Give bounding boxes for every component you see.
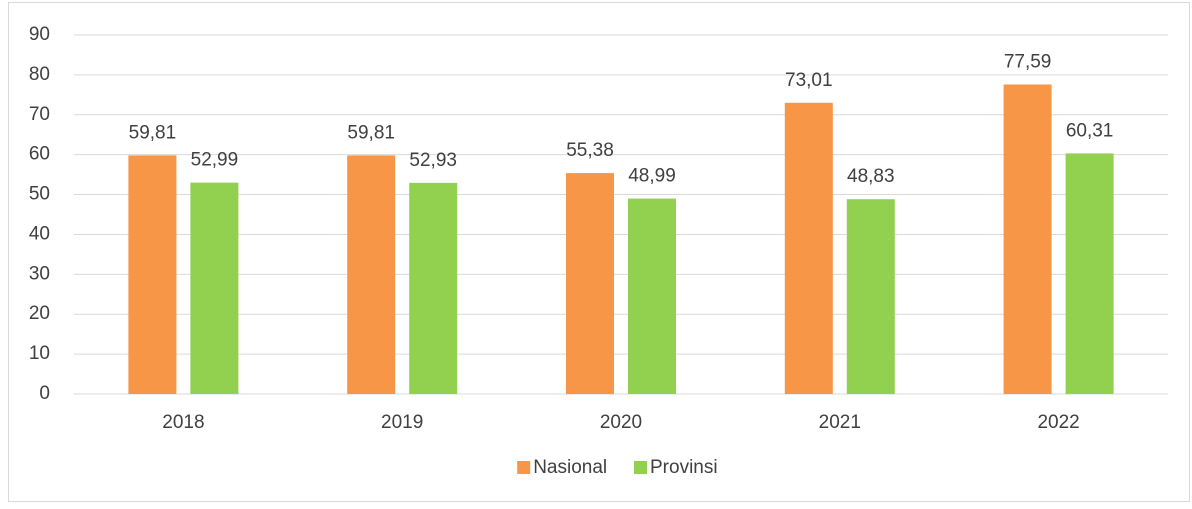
y-tick-label: 90 <box>29 24 50 45</box>
data-label: 48,83 <box>847 166 895 187</box>
data-label: 55,38 <box>566 140 614 161</box>
data-label: 52,93 <box>409 150 457 171</box>
bar <box>1003 84 1052 395</box>
bar <box>347 155 396 394</box>
legend-swatch <box>634 461 647 474</box>
bar <box>190 182 239 394</box>
y-tick-label: 50 <box>29 184 50 205</box>
y-tick-label: 40 <box>29 223 50 244</box>
bar <box>784 102 833 394</box>
y-tick-label: 70 <box>29 104 50 125</box>
y-tick-label: 0 <box>39 383 50 404</box>
bar <box>409 182 458 394</box>
x-tick-label: 2019 <box>381 412 423 433</box>
data-label: 59,81 <box>347 122 395 143</box>
data-label: 77,59 <box>1004 52 1052 73</box>
data-label: 60,31 <box>1066 120 1114 141</box>
y-tick-label: 10 <box>29 343 50 364</box>
data-label: 73,01 <box>785 70 833 91</box>
x-tick-label: 2018 <box>162 412 204 433</box>
data-label: 48,99 <box>628 166 676 187</box>
y-tick-label: 30 <box>29 263 50 284</box>
legend-swatch <box>517 461 531 474</box>
legend-label: Nasional <box>533 457 607 478</box>
data-label: 52,99 <box>191 150 239 171</box>
y-tick-label: 80 <box>29 64 50 85</box>
y-tick-label: 20 <box>29 303 50 324</box>
x-tick-label: 2021 <box>819 412 861 433</box>
y-tick-label: 60 <box>29 144 50 165</box>
bar <box>128 155 177 394</box>
bar <box>628 198 676 394</box>
x-tick-label: 2020 <box>600 412 642 433</box>
x-tick-label: 2022 <box>1037 412 1079 433</box>
legend-label: Provinsi <box>650 457 718 478</box>
bar <box>566 173 614 394</box>
bar <box>846 199 895 394</box>
data-label: 59,81 <box>129 122 177 143</box>
bar <box>1065 153 1114 394</box>
